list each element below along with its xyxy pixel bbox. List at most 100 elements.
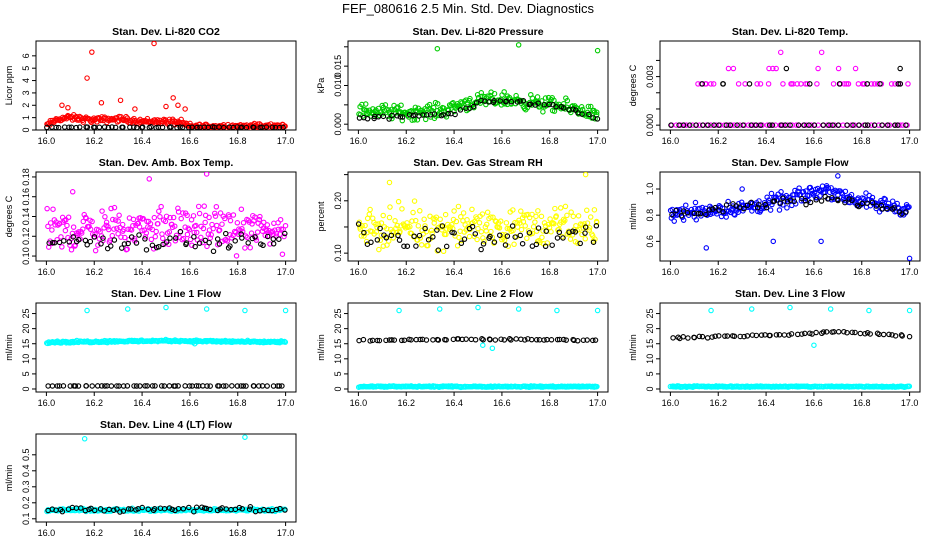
data-point	[169, 506, 175, 513]
x-tick-label: 17.0	[901, 398, 919, 408]
x-tick-label: 16.0	[38, 528, 56, 538]
data-point	[517, 98, 523, 104]
y-tick-label: 15	[645, 339, 655, 349]
data-point	[680, 217, 687, 223]
data-point	[404, 223, 410, 230]
y-tick-label: 10	[21, 354, 31, 364]
data-point	[234, 383, 241, 389]
data-point	[744, 333, 751, 339]
data-point	[510, 207, 516, 213]
data-point	[584, 337, 590, 343]
data-point	[862, 330, 868, 337]
data-point	[678, 212, 685, 219]
data-point	[773, 332, 780, 338]
data-point	[769, 201, 775, 208]
data-point	[257, 213, 263, 220]
data-point	[177, 124, 183, 130]
data-point	[716, 333, 722, 339]
data-point	[89, 218, 95, 225]
data-point	[148, 124, 154, 130]
data-point	[563, 337, 569, 343]
data-point	[478, 246, 484, 253]
points-layer	[43, 304, 289, 389]
data-point	[61, 238, 67, 244]
data-point	[480, 241, 487, 247]
data-point	[481, 238, 487, 245]
y-axis-label: ml/min	[628, 334, 638, 361]
data-point	[578, 104, 585, 110]
data-point	[511, 241, 517, 248]
data-point	[508, 99, 515, 105]
data-point	[244, 234, 250, 241]
data-point	[240, 220, 247, 226]
data-point	[458, 237, 465, 244]
data-point	[871, 81, 878, 87]
data-point	[144, 218, 150, 225]
data-point	[756, 198, 762, 204]
data-point	[224, 238, 231, 244]
points-layer	[44, 172, 289, 259]
y-tick-label: 0.16	[21, 188, 31, 206]
data-point	[91, 507, 98, 514]
data-point	[744, 202, 751, 208]
x-tick-label: 16.0	[662, 398, 680, 408]
data-point	[869, 199, 876, 206]
data-point	[471, 233, 478, 240]
data-point	[115, 218, 121, 224]
data-point	[582, 172, 589, 178]
data-point	[532, 219, 538, 225]
data-point	[151, 41, 157, 47]
data-point	[65, 105, 71, 111]
data-point	[791, 198, 797, 205]
data-point	[542, 95, 549, 101]
data-point	[696, 333, 703, 340]
data-point	[184, 231, 191, 238]
data-point	[590, 337, 596, 344]
data-point	[68, 247, 75, 253]
data-point	[239, 235, 245, 241]
data-point	[260, 242, 266, 249]
data-point	[710, 81, 717, 87]
data-point	[885, 122, 891, 128]
data-point	[395, 232, 401, 239]
data-point	[230, 212, 237, 218]
data-point	[802, 330, 808, 337]
data-point	[697, 210, 704, 217]
data-point	[850, 122, 856, 128]
data-point	[388, 106, 395, 113]
data-point	[54, 383, 61, 389]
data-point	[112, 124, 119, 130]
data-point	[428, 227, 435, 234]
data-point	[501, 89, 507, 95]
data-point	[356, 337, 362, 344]
data-point	[147, 221, 154, 227]
data-point	[425, 237, 432, 243]
data-point	[823, 329, 830, 335]
data-point	[451, 230, 457, 236]
data-point	[100, 235, 106, 241]
data-point	[799, 331, 805, 337]
points-layer	[667, 304, 913, 391]
data-point	[512, 234, 518, 240]
data-point	[178, 215, 184, 222]
data-point	[735, 81, 742, 87]
data-point	[247, 244, 253, 251]
data-point	[764, 194, 770, 200]
data-point	[389, 115, 395, 122]
data-point	[889, 332, 895, 338]
data-point	[582, 224, 589, 230]
data-point	[522, 337, 528, 343]
x-tick-label: 16.0	[350, 398, 368, 408]
data-point	[702, 81, 709, 87]
data-point	[570, 213, 577, 220]
data-point	[172, 383, 178, 389]
data-point	[533, 213, 539, 220]
data-point	[128, 234, 135, 240]
data-point	[152, 383, 158, 389]
data-point	[243, 124, 250, 130]
data-point	[136, 224, 143, 230]
x-tick-label: 17.0	[589, 267, 607, 277]
data-point	[835, 65, 842, 72]
data-point	[109, 124, 115, 130]
